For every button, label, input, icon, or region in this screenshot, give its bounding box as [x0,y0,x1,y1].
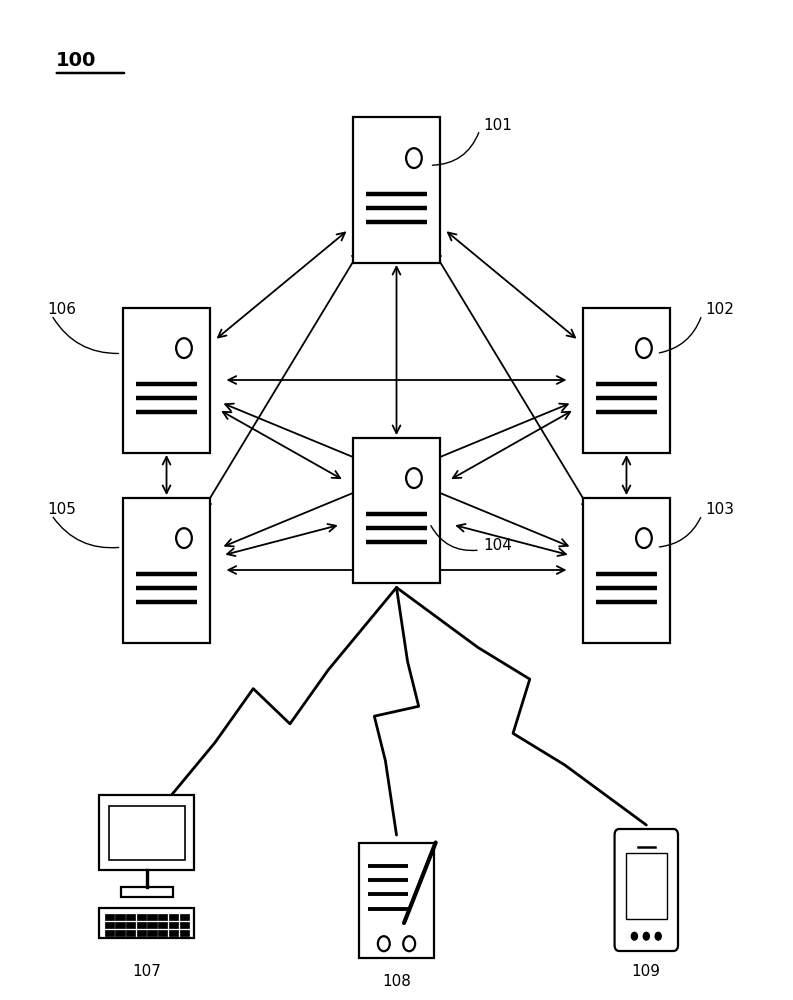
Bar [159,922,167,928]
Text: 109: 109 [632,964,661,980]
Bar [169,922,178,928]
Bar [147,922,157,928]
Circle shape [631,932,638,940]
Bar [99,795,194,870]
Bar [123,497,210,643]
Circle shape [406,148,422,168]
Bar [626,853,667,919]
Text: 101: 101 [484,117,512,132]
Text: 100: 100 [56,50,96,70]
Bar [109,806,185,859]
Circle shape [643,932,649,940]
Bar [137,930,146,936]
Bar [359,842,435,958]
Bar [105,930,114,936]
Circle shape [636,528,652,548]
Text: 108: 108 [382,974,411,990]
Circle shape [378,936,390,951]
Text: 105: 105 [48,502,76,518]
Text: 106: 106 [48,302,77,318]
Bar [126,922,135,928]
Text: 107: 107 [132,964,161,980]
Circle shape [636,338,652,358]
Bar [179,922,189,928]
Text: 103: 103 [706,502,735,518]
Bar [583,308,670,452]
Bar [353,117,440,262]
Bar [583,497,670,643]
Bar [159,914,167,920]
Circle shape [176,528,192,548]
FancyBboxPatch shape [615,829,678,951]
Bar [105,914,114,920]
Bar [116,922,125,928]
Bar [169,914,178,920]
Bar [179,914,189,920]
Bar [147,930,157,936]
Bar [137,922,146,928]
Circle shape [176,338,192,358]
Text: 104: 104 [484,538,512,552]
Bar [179,930,189,936]
Bar [123,308,210,452]
Bar [169,930,178,936]
Bar [105,922,114,928]
Bar [159,930,167,936]
Bar [126,914,135,920]
Text: 102: 102 [706,302,734,318]
Bar [137,914,146,920]
Bar [116,914,125,920]
Bar [147,914,157,920]
Bar [126,930,135,936]
Bar [116,930,125,936]
Circle shape [406,468,422,488]
Bar [121,887,173,897]
Bar [353,438,440,582]
Bar [99,908,194,938]
Circle shape [403,936,416,951]
Circle shape [655,932,661,940]
